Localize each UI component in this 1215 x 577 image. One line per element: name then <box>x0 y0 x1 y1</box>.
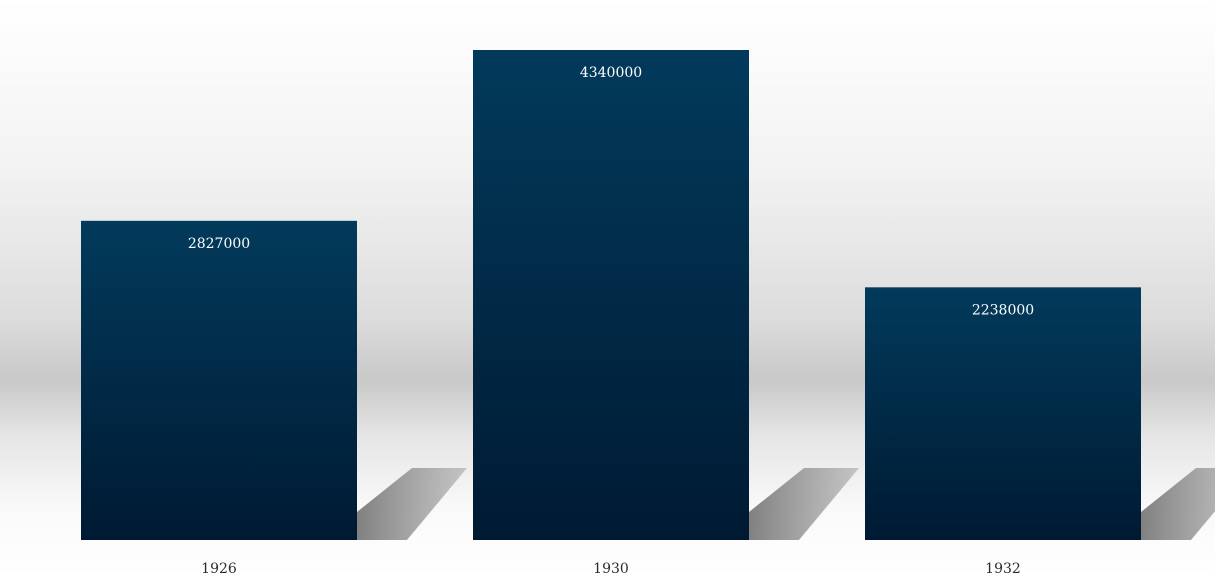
value-label-1930: 4340000 <box>580 65 642 81</box>
x-tick-label-1926: 1926 <box>201 561 237 577</box>
value-labels: 2827000 4340000 2238000 <box>188 65 1034 318</box>
bar-1930 <box>473 50 749 540</box>
bars <box>81 50 1141 541</box>
bar-shadow-1930 <box>749 468 859 540</box>
value-label-1926: 2827000 <box>188 236 250 252</box>
x-tick-label-1930: 1930 <box>593 561 629 577</box>
x-axis-ticks: 1926 1930 1932 <box>201 561 1021 577</box>
bar-shadow-1926 <box>357 468 467 540</box>
bar-shadow-1932 <box>1141 468 1215 540</box>
x-tick-label-1932: 1932 <box>985 561 1021 577</box>
bar-shadows <box>357 468 1215 540</box>
bar-1926 <box>81 220 357 541</box>
bar-1932 <box>865 287 1141 540</box>
value-label-1932: 2238000 <box>972 302 1034 318</box>
